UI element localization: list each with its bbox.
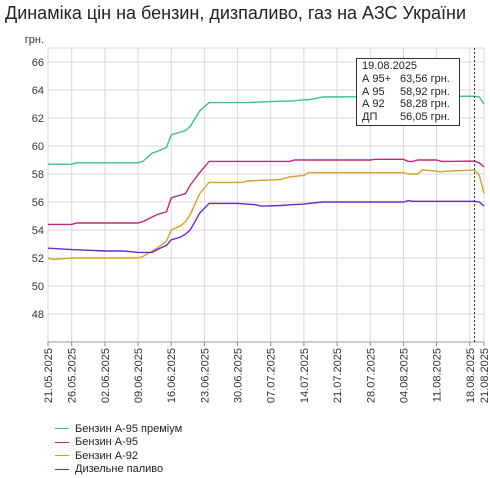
legend-swatch	[55, 428, 69, 429]
y-tick-label: 64	[32, 85, 44, 97]
legend-label: Бензин А-95 преміум	[75, 422, 183, 435]
y-tick-label: 50	[32, 281, 44, 293]
line-chart: 48 50 52 54 56 58 60 62 64 66 грн. 21.05.2025 26.05.…	[25, 34, 490, 403]
tooltip-fuel-name: А 92	[362, 98, 385, 110]
legend-label: Дизельне паливо	[75, 463, 164, 475]
tooltip-fuel-name: А 95+	[362, 73, 392, 85]
series-lines	[47, 48, 485, 342]
x-tick-label: 11.08.2025	[432, 348, 444, 402]
y-tick-label: 52	[32, 253, 44, 265]
x-tick-label: 14.07.2025	[299, 348, 311, 403]
y-tick-label: 66	[32, 57, 44, 69]
x-tick-label: 28.07.2025	[365, 348, 377, 403]
y-tick-label: 56	[32, 197, 44, 209]
x-tick-label: 07.07.2025	[266, 348, 278, 403]
y-tick-label: 60	[32, 141, 44, 153]
y-tick-label: 62	[32, 113, 44, 125]
legend-swatch	[55, 455, 69, 456]
legend-swatch	[55, 441, 69, 443]
tooltip-fuel-price: 56,05 грн.	[400, 110, 450, 123]
legend-label: Бензин А-95	[75, 436, 138, 448]
y-tick-label: 58	[32, 169, 44, 181]
tooltip-fuel-price: 63,56 грн.	[400, 73, 450, 85]
x-tick-label: 21.07.2025	[332, 348, 344, 403]
y-tick-label: 54	[32, 225, 44, 237]
series-line-0	[48, 95, 485, 165]
x-tick-label: 21.08.2025	[479, 348, 490, 403]
tooltip-fuel-name: А 95	[362, 85, 385, 98]
chart-legend: Бензин А-95 преміум Бензин А-95 Бензин А…	[55, 422, 182, 476]
y-tick-label: 48	[32, 309, 44, 321]
tooltip-row-a92: А 92 58,28 грн.	[360, 98, 456, 111]
series-line-2	[47, 169, 485, 261]
x-tick-label: 09.06.2025	[133, 348, 145, 403]
legend-label: Бензин А-92	[75, 449, 138, 462]
x-tick-label: 30.06.2025	[233, 348, 245, 403]
legend-swatch	[55, 468, 69, 470]
tooltip-row-a95plus: А 95+ 63,56 грн.	[360, 73, 456, 86]
axes: 48 50 52 54 56 58 60 62 64 66 грн. 21.05.2025 26.05.…	[25, 34, 490, 403]
legend-item-diesel[interactable]: Дизельне паливо	[55, 463, 182, 476]
x-tick-label: 26.05.2025	[67, 348, 79, 403]
tooltip-fuel-price: 58,92 грн.	[400, 85, 450, 98]
legend-item-a95-premium[interactable]: Бензин А-95 преміум	[55, 422, 182, 435]
series-line-1	[48, 158, 485, 226]
tooltip-date: 19.08.2025	[362, 60, 418, 72]
tooltip-fuel-price: 58,28 грн.	[400, 98, 450, 110]
x-tick-label: 23.06.2025	[199, 348, 211, 403]
y-axis-label: грн.	[25, 34, 44, 46]
legend-item-a92[interactable]: Бензин А-92	[55, 449, 182, 462]
x-tick-label: 16.06.2025	[166, 348, 178, 403]
legend-item-a95[interactable]: Бензин А-95	[55, 436, 182, 449]
tooltip-row-a95: А 95 58,92 грн.	[360, 86, 456, 99]
x-tick-label: 21.05.2025	[43, 348, 55, 403]
x-tick-label: 04.08.2025	[398, 348, 410, 403]
tooltip-fuel-name: ДП	[362, 110, 378, 123]
hover-tooltip: 19.08.2025 А 95+ 63,56 грн. А 95 58,92 г…	[356, 58, 460, 126]
x-tick-label: 02.06.2025	[100, 348, 112, 403]
tooltip-row-dp: ДП 56,05 грн.	[360, 111, 456, 124]
series-line-3	[47, 199, 485, 254]
x-tick-label: 18.08.2025	[465, 348, 477, 403]
chart-title: Динаміка цін на бензин, дизпаливо, газ н…	[5, 3, 467, 23]
